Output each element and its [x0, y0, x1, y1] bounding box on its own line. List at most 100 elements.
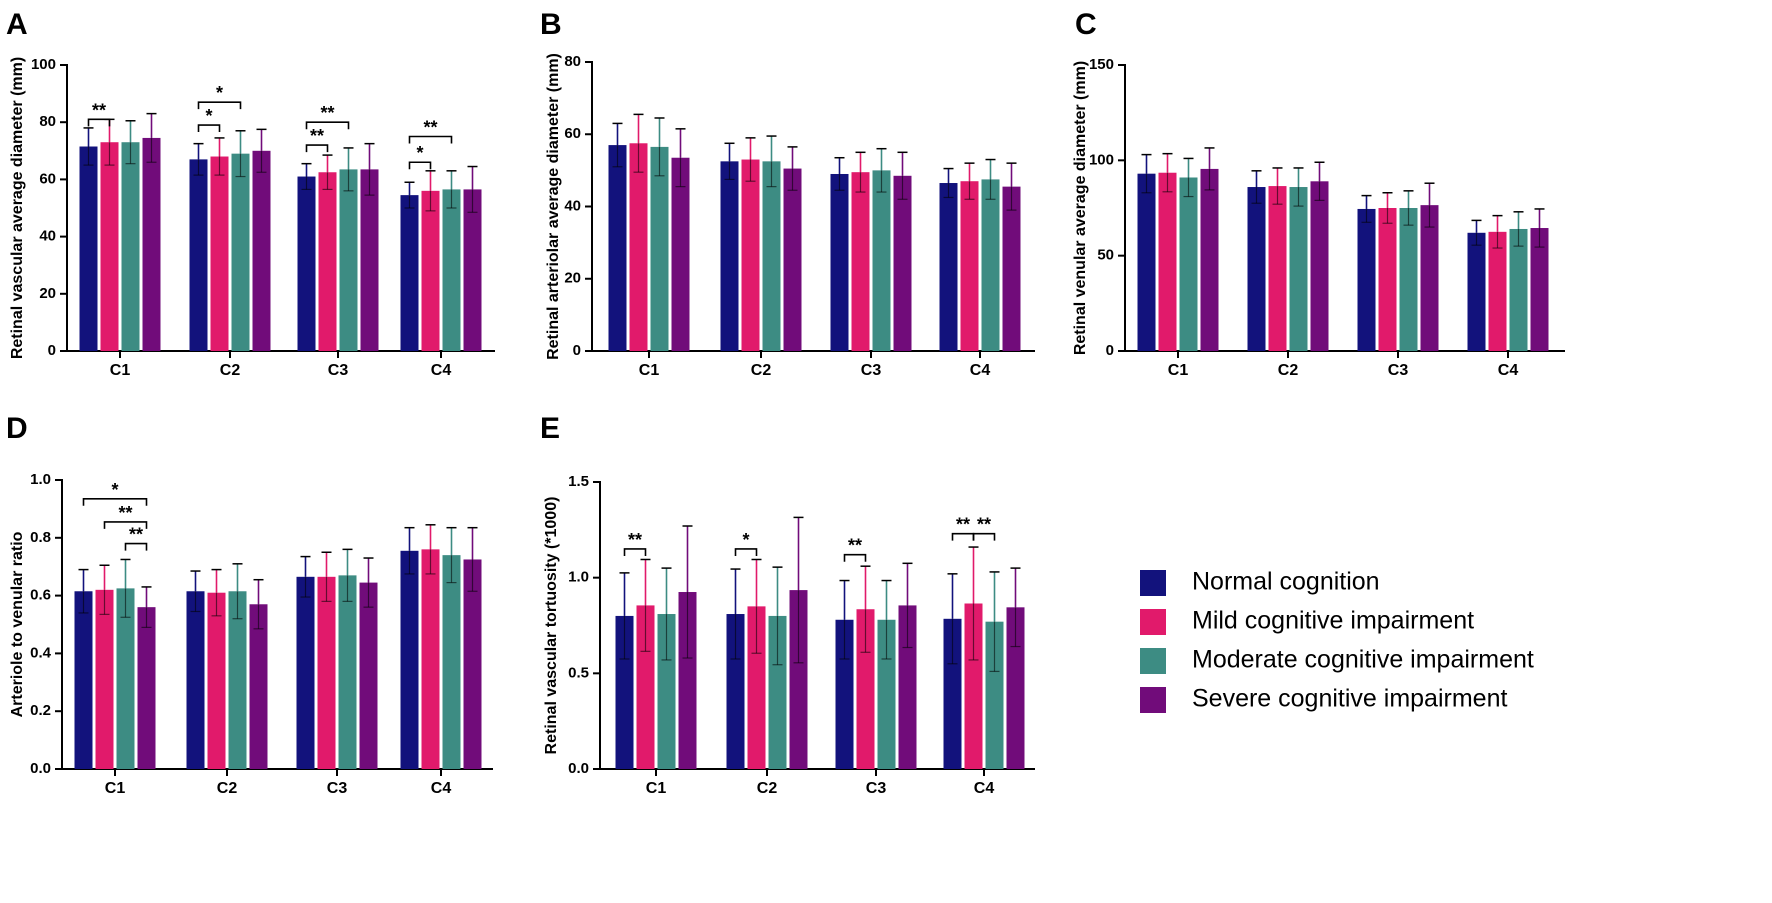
significance-bracket: [305, 144, 329, 153]
bar-B-C4-3: [981, 179, 1000, 351]
bar-C-C3-1: [1357, 208, 1376, 351]
legend-swatch: [1140, 570, 1166, 596]
significance-label: **: [320, 103, 334, 123]
bar-B-C2-2: [741, 159, 760, 351]
significance-bracket: [408, 161, 432, 170]
bar-C-C4-2: [1488, 231, 1507, 351]
bar-B-C2-3: [762, 161, 781, 351]
y-tick-label: 100: [1089, 151, 1114, 168]
significance-bracket: [734, 548, 758, 556]
bar-B-C1-2: [629, 143, 648, 351]
significance-bracket: [972, 532, 996, 541]
legend-label: Mild cognitive impairment: [1192, 607, 1474, 635]
y-tick-label: 1.0: [30, 471, 51, 488]
y-tick-label: 60: [564, 125, 581, 142]
panel-letter: A: [6, 8, 28, 41]
bar-B-C2-4: [783, 168, 802, 351]
y-tick-label: 0: [1106, 342, 1114, 359]
significance-label: **: [118, 503, 132, 523]
bar-A-C4-1: [400, 195, 419, 351]
bar-E-C3-1: [835, 619, 854, 769]
significance-bracket: [197, 124, 221, 133]
x-tick-label: C2: [1278, 362, 1299, 379]
bar-C-C2-1: [1247, 187, 1266, 351]
bar-D-C1-3: [116, 588, 135, 769]
bar-A-C4-2: [421, 190, 440, 351]
y-tick-label: 0.2: [30, 702, 51, 719]
bar-E-C1-3: [657, 614, 676, 769]
bar-B-C3-3: [872, 170, 891, 351]
significance-label: **: [92, 100, 106, 120]
significance-label: **: [848, 536, 862, 556]
bar-A-C1-3: [121, 142, 140, 351]
y-axis-label: Retinal vascular average diameter (mm): [9, 57, 26, 359]
significance-bracket: [82, 497, 148, 506]
panel-B: B Retinal arteriolar average diameter (mm…: [540, 8, 1035, 379]
bar-C-C1-3: [1179, 177, 1198, 351]
bar-D-C3-1: [296, 576, 315, 769]
y-tick-label: 40: [39, 228, 56, 245]
legend-swatch: [1140, 648, 1166, 674]
bar-C-C2-3: [1289, 187, 1308, 351]
panel-D: D Arteriole to venular ratio 0.0 0.2 0.4 0.6 0…: [6, 412, 493, 797]
bar-D-C4-1: [400, 550, 419, 769]
bar-E-C4-2: [964, 603, 983, 769]
bar-A-C3-3: [339, 169, 358, 351]
y-tick-label: 80: [564, 53, 581, 70]
significance-bracket: [87, 118, 111, 127]
bar-B-C1-4: [671, 157, 690, 351]
bar-C-C1-1: [1137, 173, 1156, 351]
y-axis-label: Retinal arteriolar average diameter (mm): [545, 53, 562, 360]
significance-bracket: [197, 101, 242, 110]
x-tick-label: C1: [105, 780, 126, 797]
y-tick-label: 50: [1097, 247, 1114, 264]
significance-label: *: [205, 106, 212, 126]
x-tick-label: C3: [327, 780, 348, 797]
bar-E-C3-2: [856, 609, 875, 769]
bar-C-C3-3: [1399, 208, 1418, 351]
bar-E-C4-1: [943, 618, 962, 769]
y-tick-label: 40: [564, 197, 581, 214]
bar-A-C3-4: [360, 169, 379, 351]
bar-E-C3-4: [898, 605, 917, 769]
bar-E-C2-4: [789, 590, 808, 769]
y-tick-label: 1.5: [568, 473, 589, 490]
legend-label: Severe cognitive impairment: [1192, 685, 1507, 713]
legend-label: Moderate cognitive impairment: [1192, 646, 1534, 674]
x-tick-label: C3: [861, 362, 882, 379]
bar-B-C4-1: [939, 183, 958, 351]
significance-bracket: [951, 532, 975, 541]
bar-C-C1-4: [1200, 168, 1219, 351]
bar-E-C3-3: [877, 619, 896, 769]
bar-C-C4-4: [1530, 228, 1549, 351]
bar-D-C4-3: [442, 555, 461, 769]
bar-B-C1-3: [650, 146, 669, 351]
x-tick-label: C2: [217, 780, 238, 797]
x-tick-label: C4: [431, 362, 452, 379]
y-tick-label: 0.5: [568, 664, 589, 681]
y-tick-label: 1.0: [568, 569, 589, 586]
bar-A-C2-4: [252, 150, 271, 351]
bar-D-C3-4: [359, 582, 378, 769]
x-tick-label: C2: [757, 780, 778, 797]
bar-A-C1-4: [142, 137, 161, 351]
bar-C-C3-2: [1378, 208, 1397, 351]
significance-bracket: [843, 553, 867, 562]
y-axis-label: Arteriole to venular ratio: [9, 531, 26, 717]
significance-bracket: [408, 135, 453, 144]
x-tick-label: C1: [639, 362, 660, 379]
bar-E-C1-1: [615, 615, 634, 769]
bar-B-C3-1: [830, 173, 849, 351]
significance-bracket: [305, 121, 350, 130]
legend: Normal cognition Mild cognitive impairmen…: [1140, 568, 1534, 713]
significance-bracket: [103, 521, 148, 529]
y-tick-label: 0.0: [568, 760, 589, 777]
x-tick-label: C3: [1388, 362, 1409, 379]
bar-C-C1-2: [1158, 172, 1177, 351]
y-tick-label: 0.8: [30, 529, 51, 546]
bar-D-C1-1: [74, 591, 93, 769]
y-tick-label: 0.4: [30, 644, 52, 661]
y-tick-label: 0.0: [30, 760, 51, 777]
bar-C-C2-4: [1310, 181, 1329, 351]
panel-E: E Retinal vascular tortuosity (*1000) 0.0 0…: [540, 412, 1035, 797]
